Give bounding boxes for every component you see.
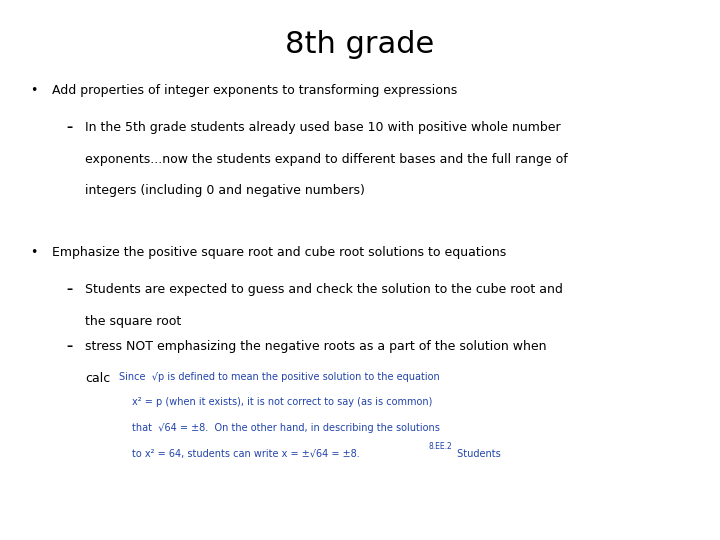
Text: Emphasize the positive square root and cube root solutions to equations: Emphasize the positive square root and c… (52, 246, 506, 259)
Text: 8.EE.2: 8.EE.2 (428, 442, 452, 451)
Text: that  √64 = ±8.  On the other hand, in describing the solutions: that √64 = ±8. On the other hand, in des… (132, 423, 440, 434)
Text: –: – (66, 340, 73, 353)
Text: Since  √p is defined to mean the positive solution to the equation: Since √p is defined to mean the positive… (119, 372, 439, 382)
Text: 8th grade: 8th grade (285, 30, 435, 59)
Text: calc: calc (85, 372, 110, 384)
Text: x² = p (when it exists), it is not correct to say (as is common): x² = p (when it exists), it is not corre… (132, 397, 432, 408)
Text: integers (including 0 and negative numbers): integers (including 0 and negative numbe… (85, 184, 365, 197)
Text: •: • (30, 84, 37, 97)
Text: –: – (66, 284, 73, 296)
Text: –: – (66, 122, 73, 134)
Text: the square root: the square root (85, 315, 181, 328)
Text: Students are expected to guess and check the solution to the cube root and: Students are expected to guess and check… (85, 284, 563, 296)
Text: to x² = 64, students can write x = ±√64 = ±8.: to x² = 64, students can write x = ±√64 … (132, 449, 359, 460)
Text: In the 5th grade students already used base 10 with positive whole number: In the 5th grade students already used b… (85, 122, 561, 134)
Text: stress NOT emphasizing the negative roots as a part of the solution when: stress NOT emphasizing the negative root… (85, 340, 546, 353)
Text: exponents...now the students expand to different bases and the full range of: exponents...now the students expand to d… (85, 153, 567, 166)
Text: Add properties of integer exponents to transforming expressions: Add properties of integer exponents to t… (52, 84, 457, 97)
Text: Students: Students (454, 449, 500, 460)
Text: •: • (30, 246, 37, 259)
